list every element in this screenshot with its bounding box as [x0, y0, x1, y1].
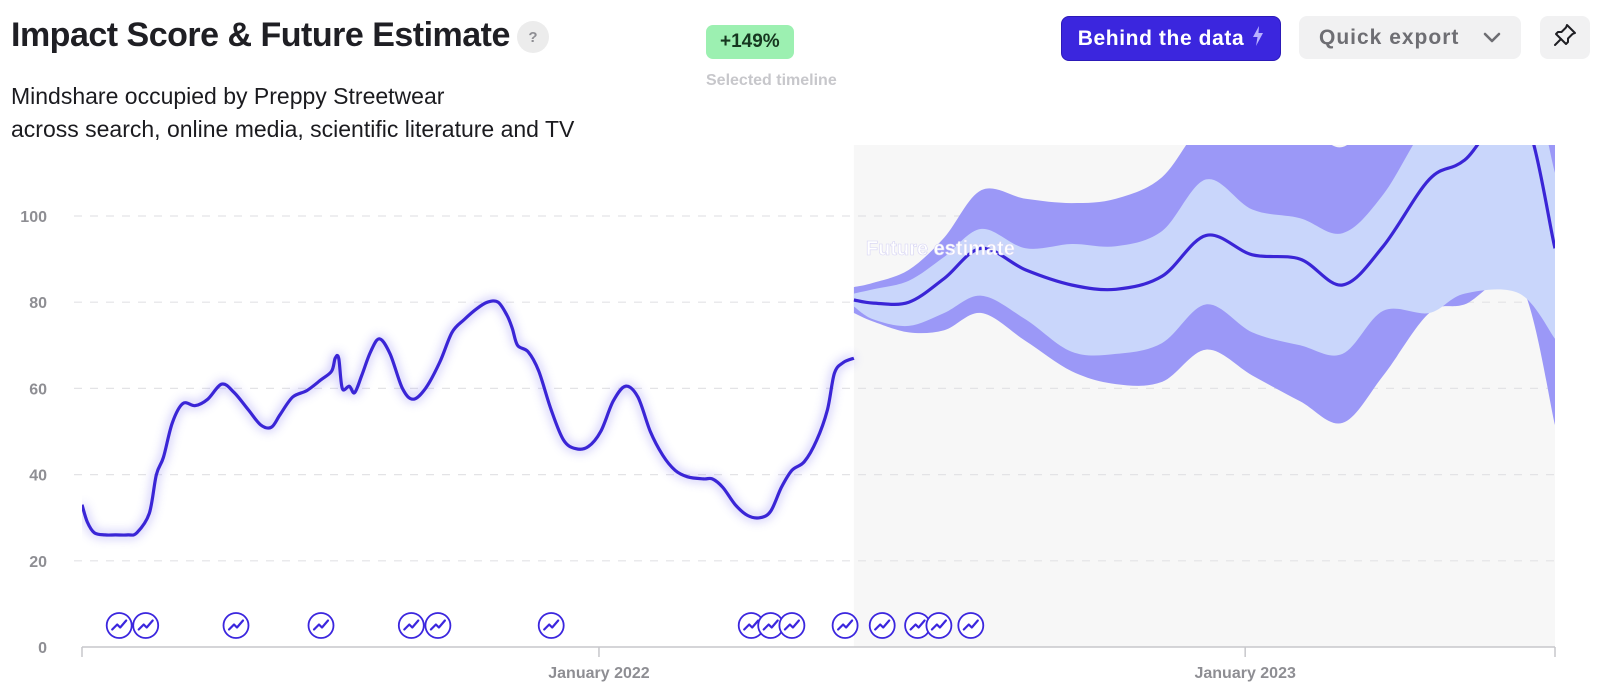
y-tick-label: 40: [29, 468, 47, 485]
history-line-glow: [82, 297, 856, 539]
badge-caption: Selected timeline: [706, 72, 837, 89]
pin-button[interactable]: [1540, 16, 1590, 59]
y-tick-label: 0: [38, 640, 47, 657]
trend-event-icon[interactable]: [307, 612, 335, 639]
trend-event-icon[interactable]: [778, 612, 806, 639]
quick-export-label: Quick export: [1319, 25, 1460, 49]
behind-the-data-button[interactable]: Behind the data: [1061, 16, 1281, 61]
subtitle-line-2: across search, online media, scientific …: [11, 116, 575, 142]
trend-event-icon[interactable]: [957, 612, 985, 639]
trend-event-icon[interactable]: [868, 612, 896, 639]
behind-the-data-label: Behind the data: [1077, 26, 1245, 50]
trend-event-icon[interactable]: [925, 612, 953, 639]
trend-event-icon[interactable]: [222, 612, 250, 639]
y-tick-label: 80: [29, 295, 47, 312]
quick-export-button[interactable]: Quick export: [1299, 16, 1521, 59]
subtitle-line-1: Mindshare occupied by Preppy Streetwear: [11, 83, 445, 109]
trend-event-icon[interactable]: [397, 612, 425, 639]
y-tick-label: 60: [29, 381, 47, 398]
history-line: [82, 299, 855, 537]
forecast-line: [853, 145, 1555, 306]
chart-subtitle: Mindshare occupied by Preppy Streetwear …: [11, 80, 574, 146]
y-tick-label: 100: [20, 209, 47, 226]
future-estimate-label: Future estimate: [866, 238, 1015, 260]
help-icon[interactable]: ?: [517, 21, 549, 53]
trend-event-icon[interactable]: [132, 612, 160, 639]
trend-event-icon[interactable]: [105, 612, 133, 639]
pin-icon: [1552, 22, 1578, 53]
chevron-down-icon: [1481, 26, 1503, 54]
trend-event-icon[interactable]: [537, 612, 565, 639]
change-badge: +149%: [706, 25, 794, 59]
trend-event-icon[interactable]: [831, 612, 859, 639]
page-title: Impact Score & Future Estimate: [11, 16, 510, 54]
y-tick-label: 20: [29, 554, 47, 571]
trend-event-icon[interactable]: [424, 612, 452, 639]
x-tick-label: January 2022: [548, 665, 650, 682]
lightning-icon: [1252, 25, 1264, 52]
forecast-inner-band: [853, 145, 1555, 356]
x-tick-label: January 2023: [1194, 665, 1296, 682]
